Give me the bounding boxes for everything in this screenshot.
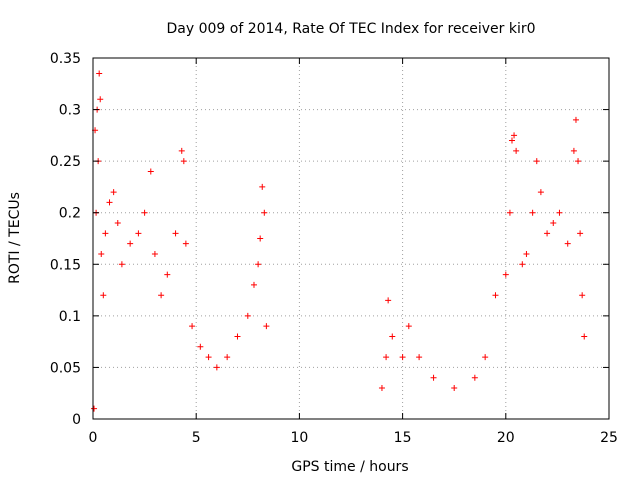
data-points	[91, 70, 588, 412]
data-point	[405, 323, 412, 330]
data-point	[399, 354, 406, 361]
data-point	[430, 374, 437, 381]
x-axis-label: GPS time / hours	[291, 459, 408, 475]
data-point	[492, 292, 499, 299]
data-point	[205, 354, 212, 361]
data-point	[172, 230, 179, 237]
y-axis-ticks: 0 0.05 0.1 0.15 0.2 0.25 0.3 0.35	[50, 51, 609, 428]
data-point	[482, 354, 489, 361]
data-point	[579, 292, 586, 299]
y-tick-label: 0.2	[59, 206, 81, 222]
data-point	[100, 292, 107, 299]
plot-frame	[92, 57, 610, 420]
data-point	[508, 137, 515, 144]
data-point	[151, 250, 158, 257]
data-point	[106, 199, 113, 206]
data-point	[257, 235, 264, 242]
data-point	[234, 333, 241, 340]
chart-title: Day 009 of 2014, Rate Of TEC Index for r…	[166, 21, 535, 37]
data-point	[141, 209, 148, 216]
data-point	[261, 209, 268, 216]
x-tick-label: 10	[290, 430, 308, 446]
data-point	[383, 354, 390, 361]
data-point	[118, 261, 125, 268]
x-tick-label: 15	[394, 430, 412, 446]
data-point	[577, 230, 584, 237]
data-point	[389, 333, 396, 340]
data-point	[255, 261, 262, 268]
data-point	[263, 323, 270, 330]
data-point	[572, 116, 579, 123]
y-tick-label: 0.05	[50, 360, 81, 376]
data-point	[581, 333, 588, 340]
data-point	[213, 364, 220, 371]
data-point	[250, 281, 257, 288]
data-point	[96, 70, 103, 77]
data-point	[114, 220, 121, 227]
data-point	[556, 209, 563, 216]
data-point	[550, 220, 557, 227]
data-point	[511, 132, 518, 139]
grid-lines	[93, 58, 609, 419]
data-point	[529, 209, 536, 216]
data-point	[506, 209, 513, 216]
data-point	[110, 189, 117, 196]
data-point	[197, 343, 204, 350]
data-point	[544, 230, 551, 237]
data-point	[519, 261, 526, 268]
data-point	[164, 271, 171, 278]
y-tick-label: 0.1	[59, 309, 81, 325]
data-point	[182, 240, 189, 247]
data-point	[564, 240, 571, 247]
data-point	[97, 96, 104, 103]
data-point	[513, 147, 520, 154]
x-tick-label: 25	[600, 430, 618, 446]
x-tick-label: 5	[192, 430, 201, 446]
data-point	[416, 354, 423, 361]
data-point	[98, 250, 105, 257]
data-point	[102, 230, 109, 237]
x-tick-label: 0	[89, 430, 98, 446]
data-point	[147, 168, 154, 175]
y-axis-label: ROTI / TECUs	[7, 192, 23, 284]
data-point	[575, 158, 582, 165]
y-tick-label: 0.25	[50, 154, 81, 170]
data-point	[523, 250, 530, 257]
x-axis-ticks: 0 5 10 15 20 25	[89, 58, 618, 446]
data-point	[502, 271, 509, 278]
data-point	[158, 292, 165, 299]
data-point	[451, 385, 458, 392]
data-point	[533, 158, 540, 165]
data-point	[127, 240, 134, 247]
data-point	[224, 354, 231, 361]
data-point	[259, 183, 266, 190]
data-point	[385, 297, 392, 304]
y-tick-label: 0.15	[50, 257, 81, 273]
data-point	[537, 189, 544, 196]
data-point	[178, 147, 185, 154]
data-point	[189, 323, 196, 330]
y-tick-label: 0.35	[50, 51, 81, 67]
data-point	[180, 158, 187, 165]
data-point	[244, 312, 251, 319]
data-point	[471, 374, 478, 381]
y-tick-label: 0	[72, 412, 81, 428]
x-tick-label: 20	[497, 430, 515, 446]
data-point	[91, 405, 98, 412]
data-point	[378, 385, 385, 392]
data-point	[570, 147, 577, 154]
y-tick-label: 0.3	[59, 103, 81, 119]
data-point	[135, 230, 142, 237]
